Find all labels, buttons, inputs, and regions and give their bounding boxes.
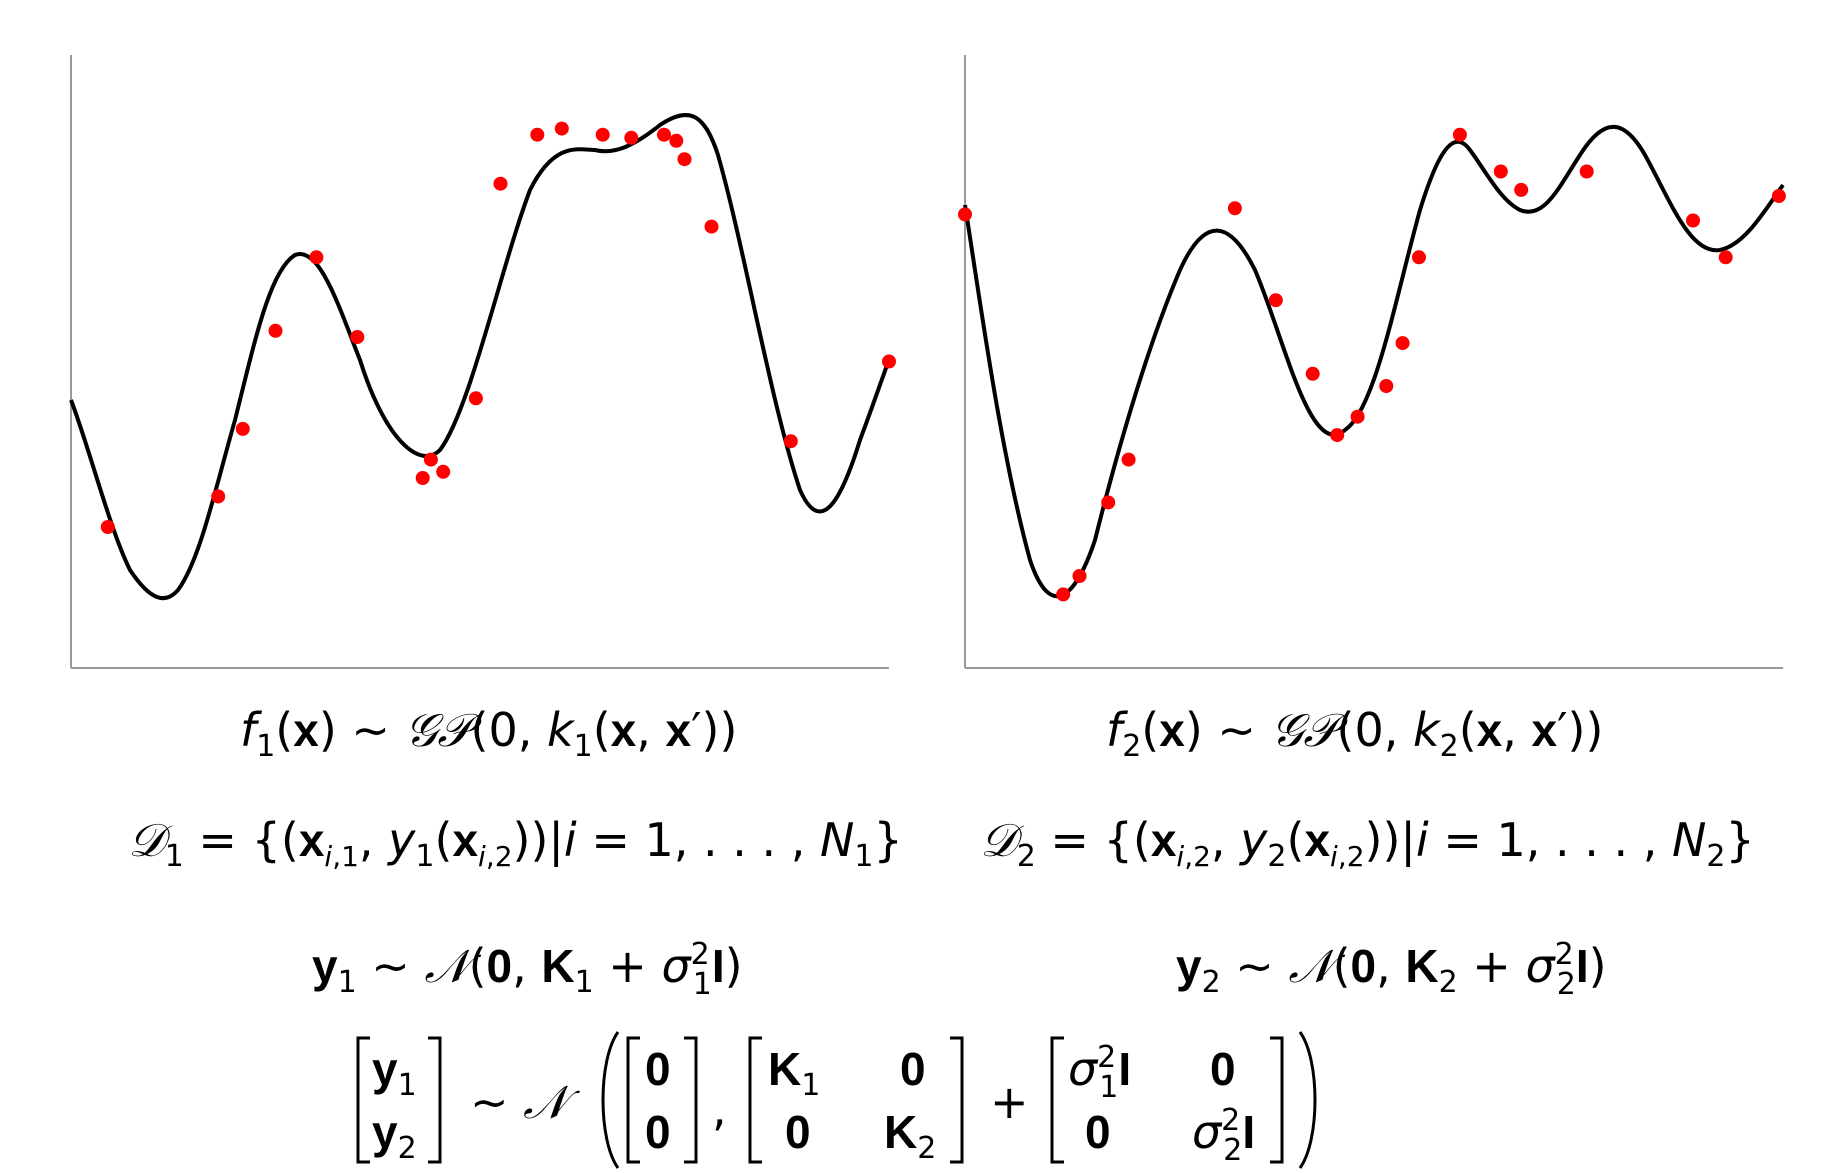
plot-f2-curve (963, 124, 1785, 599)
s-12: 0 (1210, 1043, 1236, 1095)
data-point (235, 421, 250, 436)
formula-f1: f1(x) ∼ 𝒢𝒫(0, k1(x, x′)) (240, 703, 737, 764)
data-point (1718, 250, 1733, 265)
data-point (704, 219, 719, 234)
data-point (468, 391, 483, 406)
formula-f1-text: f1(x) ∼ 𝒢𝒫(0, k1(x, x′)) (240, 703, 737, 764)
bracket-left-2 (626, 1036, 640, 1164)
bracket-left-1 (356, 1036, 370, 1164)
data-point (1379, 379, 1394, 393)
data-point (1395, 336, 1410, 351)
data-point (1350, 409, 1365, 424)
data-point (595, 127, 610, 142)
s-11: σ2 1I (1068, 1040, 1131, 1105)
data-point (624, 130, 639, 145)
formula-d1: 𝒟1 = {(xi,1, y1(xi,2))|i = 1, . . . , N1… (128, 813, 903, 874)
data-point (554, 121, 569, 136)
data-point (530, 127, 545, 142)
k-22: K2 (884, 1106, 936, 1166)
data-point (211, 489, 226, 504)
formula-y2: y2 ∼ 𝒩(0, K2 + σ2 2I) (1176, 937, 1607, 1002)
data-point (1072, 569, 1087, 583)
data-point (1452, 127, 1467, 142)
data-point (1771, 189, 1786, 203)
bracket-right-4 (1270, 1036, 1284, 1164)
sim-n: ∼ 𝒩 (470, 1075, 580, 1129)
s-22: σ2 2I (1192, 1103, 1255, 1168)
plot-f1 (69, 55, 896, 669)
bracket-right-3 (950, 1036, 964, 1164)
data-point (657, 127, 671, 142)
formula-f2: f2(x) ∼ 𝒢𝒫(0, k2(x, x′)) (1106, 703, 1603, 764)
data-point (958, 207, 972, 222)
bracket-right-2 (684, 1036, 698, 1164)
comma: , (712, 1082, 727, 1136)
plot-f1-curve (69, 113, 891, 601)
data-point (669, 133, 684, 148)
data-point (1514, 182, 1529, 197)
data-point (350, 330, 365, 344)
bracket-right-1 (428, 1036, 442, 1164)
formula-d1-text: 𝒟1 = {(xi,1, y1(xi,2))|i = 1, . . . , N1… (128, 813, 903, 874)
data-point (1330, 428, 1345, 443)
mean-0b: 0 (645, 1106, 671, 1158)
data-point (268, 323, 283, 338)
formula-d2: 𝒟2 = {(xi,2, y2(xi,2))|i = 1, . . . , N2… (980, 813, 1755, 874)
data-point (436, 464, 451, 479)
data-point (100, 520, 115, 534)
formula-y1-text: y1 ∼ 𝒩(0, K1 + σ2 1I) (312, 937, 743, 1002)
formula-d2-text: 𝒟2 = {(xi,2, y2(xi,2))|i = 1, . . . , N2… (980, 813, 1755, 874)
paren-left (601, 1031, 620, 1169)
data-point (1686, 213, 1700, 228)
k-21: 0 (785, 1106, 811, 1158)
formula-f2-text: f2(x) ∼ 𝒢𝒫(0, k2(x, x′)) (1106, 703, 1603, 764)
formula-y2-text: y2 ∼ 𝒩(0, K2 + σ2 2I) (1176, 937, 1607, 1002)
formula-joint (356, 1031, 1317, 1169)
data-point (493, 176, 508, 191)
formula-joint-text: y1 y2 ∼ 𝒩 0 0 , K1 0 0 K2 + σ2 1I 0 0 σ2 2… (372, 1040, 1255, 1168)
plot-f2-points (958, 127, 1786, 602)
s-21: 0 (1085, 1106, 1111, 1158)
mean-0a: 0 (645, 1043, 671, 1095)
data-point (1268, 293, 1283, 308)
data-point (415, 471, 430, 485)
data-point (1579, 164, 1594, 179)
bracket-left-4 (1050, 1036, 1064, 1164)
data-point (783, 434, 798, 449)
k-11: K1 (768, 1043, 820, 1103)
data-point (1121, 452, 1136, 467)
vec-y2: y2 (372, 1106, 417, 1166)
k-12: 0 (900, 1043, 926, 1095)
data-point (1227, 201, 1242, 216)
plus: + (990, 1075, 1029, 1129)
formula-y1: y1 ∼ 𝒩(0, K1 + σ2 1I) (312, 937, 743, 1002)
vec-y1: y1 (372, 1043, 417, 1103)
data-point (1305, 366, 1320, 381)
data-point (1101, 495, 1116, 510)
paren-right (1298, 1031, 1317, 1169)
data-point (1412, 250, 1426, 265)
data-point (1056, 587, 1071, 602)
data-point (882, 354, 896, 369)
data-point (423, 452, 438, 467)
bracket-left-3 (748, 1036, 762, 1164)
plot-f2 (958, 55, 1786, 669)
plot-f1-points (100, 121, 896, 534)
data-point (1493, 164, 1508, 179)
data-point (309, 250, 324, 265)
data-point (677, 152, 692, 167)
